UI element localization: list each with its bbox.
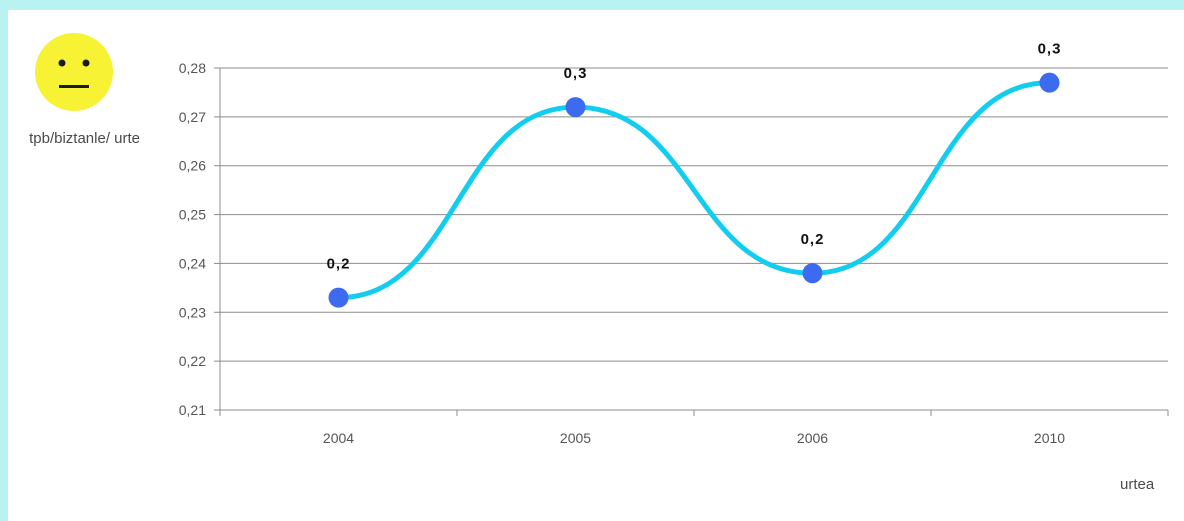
series-line xyxy=(336,80,1052,301)
y-tick-label: 0,21 xyxy=(179,402,206,418)
y-tick-label: 0,24 xyxy=(179,255,206,271)
data-label: 0,2 xyxy=(801,231,825,248)
y-tick-label: 0,28 xyxy=(179,60,206,76)
x-tick-label: 2010 xyxy=(1034,430,1065,446)
x-axis xyxy=(219,68,1169,416)
y-tick-label: 0,25 xyxy=(179,207,206,223)
data-label: 0,2 xyxy=(327,256,351,273)
data-point xyxy=(328,287,349,308)
x-tick-label: 2005 xyxy=(560,430,591,446)
data-label: 0,3 xyxy=(1038,41,1062,58)
chart-panel xyxy=(8,10,1184,521)
gridlines xyxy=(214,67,1168,411)
data-point xyxy=(802,263,823,284)
neutral-face-icon xyxy=(35,33,113,111)
y-tick-label: 0,26 xyxy=(179,158,206,174)
y-axis-label: tpb/biztanle/ urte xyxy=(29,130,140,147)
data-label: 0,3 xyxy=(564,65,588,82)
y-tick-label: 0,27 xyxy=(179,109,206,125)
x-tick-label: 2004 xyxy=(323,430,354,446)
data-markers xyxy=(328,72,1060,308)
y-tick-label: 0,22 xyxy=(179,353,206,369)
data-labels: 0,2 0,3 0,2 0,3 xyxy=(327,41,1062,273)
y-tick-labels: 0,21 0,22 0,23 0,24 0,25 0,26 0,27 0,28 xyxy=(179,60,206,418)
x-tick-label: 2006 xyxy=(797,430,828,446)
y-tick-label: 0,23 xyxy=(179,304,206,320)
data-point xyxy=(565,97,586,118)
x-tick-labels: 2004 2005 2006 2010 xyxy=(323,430,1065,446)
data-point xyxy=(1039,72,1060,93)
x-axis-label: urtea xyxy=(1120,476,1155,493)
